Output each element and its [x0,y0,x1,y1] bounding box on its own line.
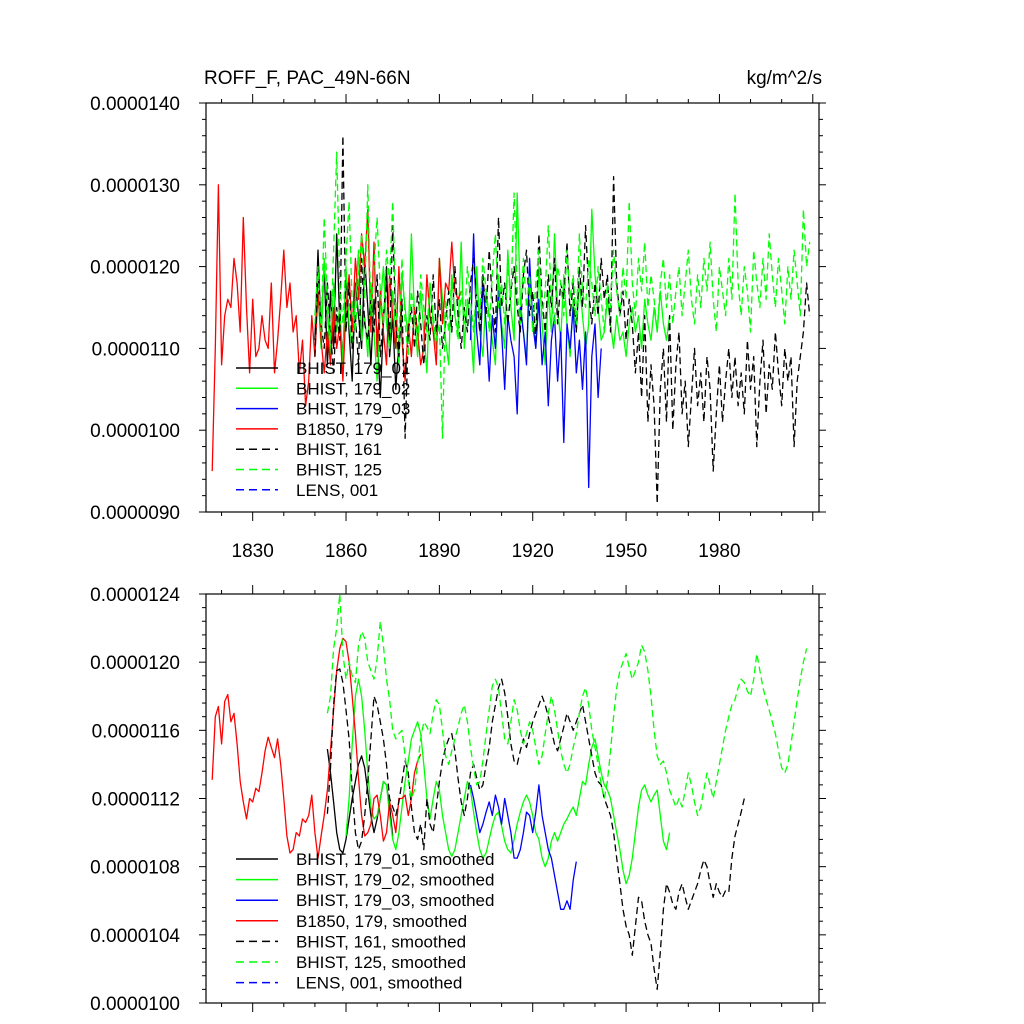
x-tick-label: 1890 [418,541,460,562]
y-tick-label: 0.0000100 [90,421,180,442]
y-tick-label: 0.0000110 [92,339,180,360]
series-line-bhist-179-03-smoothed [469,784,577,910]
chart-title-left: ROFF_F, PAC_49N-66N [204,68,411,89]
x-tick-label: 1950 [605,541,647,562]
chart-units-label: kg/m^2/s [747,68,822,89]
legend-label: B1850, 179, smoothed [296,912,467,931]
bottom-legend: BHIST, 179_01, smoothed BHIST, 179_02, sm… [236,850,494,993]
series-line-b1850-179 [211,184,462,472]
legend-label: LENS, 001, smoothed [296,974,462,993]
y-tick-label: 0.0000090 [90,503,180,524]
y-tick-label: 0.0000108 [90,858,180,879]
x-tick-label: 1920 [512,541,554,562]
series-line-bhist-161-smoothed [326,668,745,991]
legend-label: BHIST, 179_03 [296,400,410,419]
y-tick-label: 0.0000140 [90,94,180,115]
y-tick-label: 0.0000120 [90,653,180,674]
legend-label: B1850, 179 [296,420,383,439]
x-tick-label: 1980 [698,541,740,562]
legend-label: BHIST, 161, smoothed [296,932,466,951]
y-tick-label: 0.0000112 [92,790,180,811]
series-line-bhist-179-03 [469,233,602,489]
y-tick-label: 0.0000116 [92,721,180,742]
bottom-panel: 0.0000100 0.0000104 0.0000108 0.0000112 0.00… [90,585,826,1015]
series-line-b1850-179-smoothed [211,637,422,859]
series-line-bhist-125-smoothed [326,593,808,817]
legend-label: BHIST, 179_02, smoothed [296,871,494,890]
bottom-axis-ticks: 0.0000100 0.0000104 0.0000108 0.0000112 0.00… [90,585,826,1015]
bottom-plot-frame [205,593,820,1004]
legend-label: BHIST, 179_01, smoothed [296,850,494,869]
x-tick-label: 1860 [325,541,367,562]
legend-label: LENS, 001 [296,481,378,500]
top-plot-frame [205,102,820,513]
y-tick-label: 0.0000100 [90,994,180,1015]
x-tick-label: 1830 [232,541,274,562]
legend-label: BHIST, 125 [296,461,382,480]
y-tick-label: 0.0000104 [90,926,180,947]
y-tick-label: 0.0000120 [90,258,180,279]
legend-label: BHIST, 161 [296,440,382,459]
legend-label: BHIST, 179_03, smoothed [296,891,494,910]
series-line-bhist-161 [314,135,811,505]
bottom-series-lines [211,593,808,991]
series-line-bhist-179-02-smoothed [345,678,671,885]
legend-label: BHIST, 179_01 [296,359,410,378]
top-series-lines [211,135,811,505]
y-tick-label: 0.0000130 [90,176,180,197]
legend-label: BHIST, 179_02 [296,379,410,398]
top-panel: ROFF_F, PAC_49N-66N kg/m^2/s 0.00000900.… [90,68,826,562]
legend-label: BHIST, 125, smoothed [296,953,466,972]
top-axis-ticks: 0.0000090 0.0000100 0.0000110 0.0000120 0.00… [90,94,826,562]
y-tick-label: 0.0000124 [90,585,180,606]
